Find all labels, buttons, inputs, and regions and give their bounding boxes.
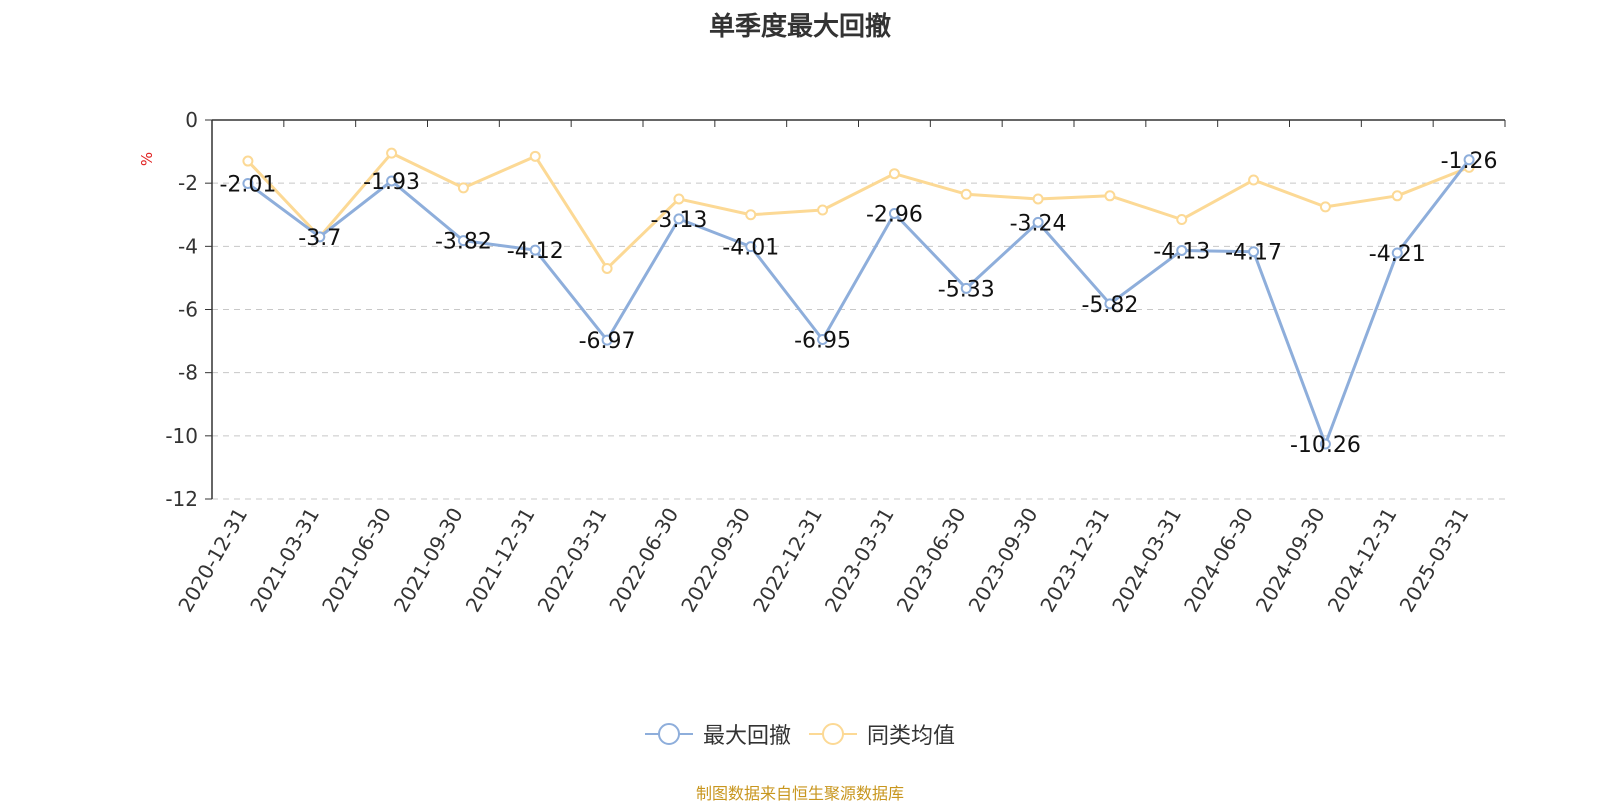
data-point xyxy=(457,235,469,247)
legend-line-circle-icon xyxy=(809,723,857,745)
data-point xyxy=(1176,244,1188,256)
data-point xyxy=(1319,201,1331,213)
data-point xyxy=(745,209,757,221)
x-tick-label: 2024-06-30 xyxy=(1179,504,1258,617)
data-point xyxy=(1032,193,1044,205)
data-label: -3.7 xyxy=(298,226,341,251)
data-point xyxy=(386,175,398,187)
y-tick-label: 0 xyxy=(185,108,198,132)
y-tick-label: -6 xyxy=(178,298,198,322)
data-label: -4.21 xyxy=(1369,242,1426,267)
data-label: -1.93 xyxy=(363,170,420,195)
x-tick-label: 2024-12-31 xyxy=(1323,504,1402,617)
data-point xyxy=(1032,216,1044,228)
data-point xyxy=(386,147,398,159)
y-tick-label: -10 xyxy=(165,424,198,448)
x-tick-label: 2020-12-31 xyxy=(173,504,252,617)
data-point xyxy=(1319,438,1331,450)
data-point xyxy=(1463,154,1475,166)
data-label: -4.12 xyxy=(507,239,564,264)
data-point xyxy=(529,244,541,256)
data-point xyxy=(1391,247,1403,259)
data-point xyxy=(1248,174,1260,186)
legend-label: 最大回撤 xyxy=(702,724,791,749)
data-label: -3.13 xyxy=(650,208,707,233)
y-tick-label: -4 xyxy=(178,234,198,258)
x-tick-label: 2021-12-31 xyxy=(461,504,540,617)
data-label: -1.26 xyxy=(1441,149,1498,174)
data-point xyxy=(960,282,972,294)
data-label: -6.97 xyxy=(579,329,636,354)
data-label: -2.01 xyxy=(219,172,276,197)
data-label: -6.95 xyxy=(794,329,851,354)
x-tick-label: 2022-03-31 xyxy=(533,504,612,617)
x-tick-label: 2024-03-31 xyxy=(1107,504,1186,617)
chart-title: 单季度最大回撤 xyxy=(708,12,891,42)
series-line xyxy=(247,158,1471,446)
y-tick-label: -2 xyxy=(178,171,198,195)
x-tick-label: 2024-09-30 xyxy=(1251,504,1330,617)
data-point xyxy=(673,193,685,205)
data-point xyxy=(457,182,469,194)
data-point xyxy=(242,155,254,167)
data-point xyxy=(529,150,541,162)
data-label: -5.82 xyxy=(1081,293,1138,318)
data-source-note: 制图数据来自恒生聚源数据库 xyxy=(695,784,904,803)
y-tick-label: -12 xyxy=(165,487,198,511)
data-label: -10.26 xyxy=(1290,433,1361,458)
data-point xyxy=(601,334,613,346)
data-point xyxy=(817,204,829,216)
y-tick-label: -8 xyxy=(178,361,198,385)
legend: 最大回撤 同类均值 xyxy=(0,718,1600,750)
x-tick-label: 2023-09-30 xyxy=(964,504,1043,617)
data-point xyxy=(314,231,326,243)
x-tick-label: 2021-09-30 xyxy=(389,503,468,616)
legend-item-max-drawdown[interactable]: 最大回撤 xyxy=(644,718,791,750)
data-label: -4.17 xyxy=(1225,241,1282,266)
data-point xyxy=(888,168,900,180)
data-point xyxy=(601,262,613,274)
data-point xyxy=(673,213,685,225)
x-tick-label: 2023-03-31 xyxy=(820,504,899,617)
data-point xyxy=(745,241,757,253)
x-tick-label: 2023-06-30 xyxy=(892,504,971,617)
data-point xyxy=(817,334,829,346)
data-point xyxy=(1391,190,1403,202)
data-point xyxy=(888,207,900,219)
x-tick-label: 2022-12-31 xyxy=(748,504,827,617)
x-tick-label: 2022-06-30 xyxy=(604,504,683,617)
x-tick-label: 2025-03-31 xyxy=(1395,504,1474,617)
data-label: -4.01 xyxy=(722,236,779,261)
x-tick-label: 2021-03-31 xyxy=(245,504,324,617)
data-point xyxy=(1104,190,1116,202)
x-tick-label: 2021-06-30 xyxy=(317,504,396,617)
data-point xyxy=(1248,246,1260,258)
x-tick-label: 2023-12-31 xyxy=(1035,504,1114,617)
data-label: -5.33 xyxy=(938,277,995,302)
series-line xyxy=(246,151,1470,270)
legend-item-peer-average[interactable]: 同类均值 xyxy=(809,718,955,750)
x-tick-label: 2022-09-30 xyxy=(676,504,755,617)
legend-line-circle-icon xyxy=(644,723,693,745)
data-point xyxy=(960,188,972,200)
data-label: -3.82 xyxy=(435,230,492,255)
data-label: -2.96 xyxy=(866,202,923,227)
data-label: -4.13 xyxy=(1153,239,1210,264)
data-point xyxy=(242,177,254,189)
data-point xyxy=(1104,298,1116,310)
data-label: -3.24 xyxy=(1010,211,1067,236)
data-point xyxy=(1176,213,1188,225)
legend-label: 同类均值 xyxy=(867,724,956,749)
